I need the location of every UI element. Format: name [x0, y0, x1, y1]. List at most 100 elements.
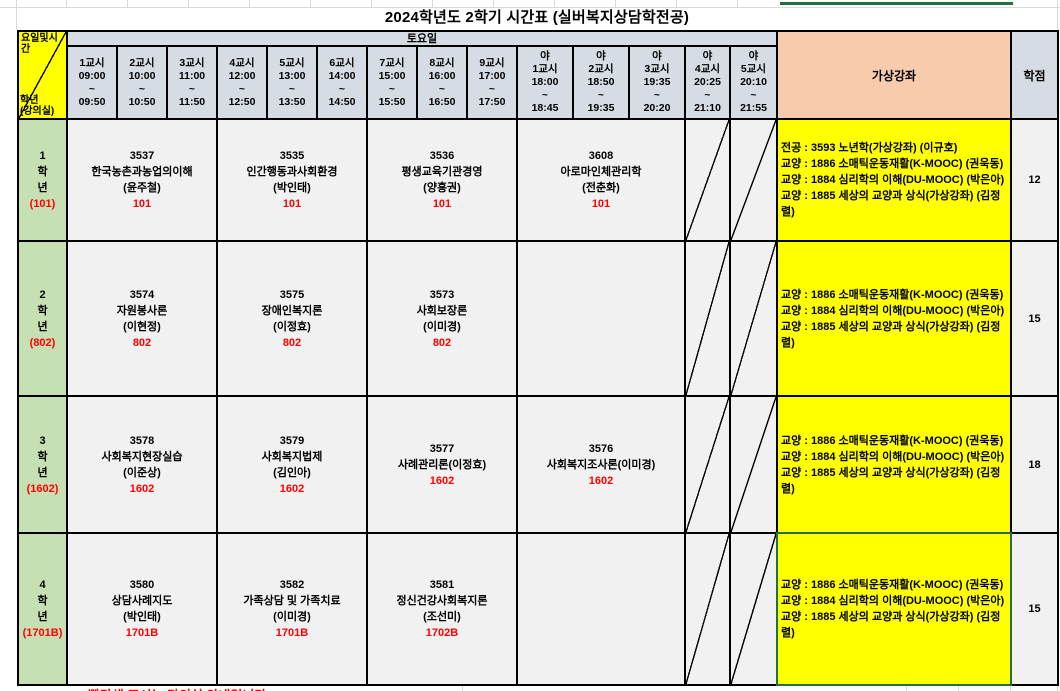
day-header-saturday[interactable]: 토요일 — [66, 30, 778, 47]
course-cell[interactable]: 3576 사회복지조사론(이미경) 1602 — [516, 395, 686, 534]
virtual-course-line: 교양 : 1886 소매틱운동재활(K-MOOC) (권욱동) — [781, 158, 1004, 170]
period-end: 18:45 — [531, 102, 559, 114]
course-code: 3537 — [129, 150, 155, 162]
course-title: 사회보장론 — [416, 304, 468, 317]
credits-cell[interactable]: 15 — [1010, 532, 1059, 686]
period-end: 13:50 — [278, 95, 306, 108]
virtual-courses-header[interactable]: 가상강좌 — [776, 30, 1012, 120]
course-cell[interactable]: 3608 아로마인체관리학 (전춘화) 101 — [516, 118, 686, 242]
period-name: 2교시 — [588, 63, 614, 75]
course-room: 101 — [282, 198, 302, 210]
period-header-4[interactable]: 4교시 12:00 ~ 12:50 — [216, 45, 268, 120]
course-title: 인간행동과사회환경 — [246, 166, 338, 178]
period-header-2[interactable]: 2교시 10:00 ~ 10:50 — [116, 45, 168, 120]
credits-header[interactable]: 학점 — [1010, 30, 1059, 120]
course-code: 3581 — [429, 579, 455, 591]
course-cell[interactable]: 3536 평생교육기관경영 (양흥권) 101 — [366, 118, 518, 242]
course-code: 3535 — [279, 150, 305, 162]
virtual-courses-cell[interactable]: 교양 : 1886 소매틱운동재활(K-MOOC) (권욱동) 교양 : 188… — [776, 395, 1012, 534]
credits-cell[interactable]: 15 — [1010, 240, 1059, 397]
grade-room: (1602) — [26, 482, 59, 495]
period-start: 17:00 — [478, 69, 506, 82]
course-room: 802 — [132, 336, 152, 349]
grade-cell-3[interactable]: 3 학 년 (1602) — [17, 395, 68, 534]
grade-word-1: 학 — [37, 450, 48, 463]
course-code: 3576 — [588, 442, 614, 455]
period-header-night-1[interactable]: 야 1교시 18:00 ~ 18:45 — [516, 45, 574, 120]
course-professor: (이정효) — [273, 320, 311, 333]
tilde: ~ — [288, 82, 296, 95]
virtual-course-line: 교양 : 1885 세상의 교양과 상식(가상강좌) (김정렬) — [781, 466, 1001, 495]
course-title: 한국농촌과농업의이해 — [91, 166, 193, 178]
course-code: 3578 — [129, 434, 155, 447]
slash-cell[interactable] — [684, 532, 731, 686]
slash-cell[interactable] — [684, 240, 731, 397]
tilde: ~ — [238, 82, 246, 95]
grade-cell-1[interactable]: 1 학 년 (101) — [17, 118, 68, 242]
period-name: 5교시 — [279, 56, 305, 69]
course-cell[interactable]: 3537 한국농촌과농업의이해 (윤주철) 101 — [66, 118, 218, 242]
virtual-courses-cell-selected[interactable]: 교양 : 1886 소매틱운동재활(K-MOOC) (권욱동) 교양 : 188… — [776, 532, 1012, 686]
period-header-1[interactable]: 1교시 09:00 ~ 09:50 — [66, 45, 118, 120]
period-end: 10:50 — [128, 95, 156, 108]
period-header-night-3[interactable]: 야 3교시 19:35 ~ 20:20 — [628, 45, 686, 120]
virtual-courses-cell[interactable]: 전공 : 3593 노년학(가상강좌) (이규호) 교양 : 1886 소매틱운… — [776, 118, 1012, 242]
slash-cell[interactable] — [684, 395, 731, 534]
credits-cell[interactable]: 18 — [1010, 395, 1059, 534]
period-header-night-5[interactable]: 야 5교시 20:10 ~ 21:55 — [729, 45, 778, 120]
gridline — [615, 0, 616, 7]
period-header-9[interactable]: 9교시 17:00 ~ 17:50 — [466, 45, 518, 120]
course-professor: (윤주철) — [123, 182, 161, 194]
course-cell[interactable]: 3575 장애인복지론 (이정효) 802 — [216, 240, 368, 397]
slash-cell[interactable] — [729, 240, 778, 397]
period-header-night-4[interactable]: 야 4교시 20:25 ~ 21:10 — [684, 45, 731, 120]
slash-cell[interactable] — [684, 118, 731, 242]
course-cell[interactable]: 3573 사회보장론 (이미경) 802 — [366, 240, 518, 397]
grade-cell-4[interactable]: 4 학 년 (1701B) — [17, 532, 68, 686]
course-cell[interactable]: 3579 사회복지법제 (김인아) 1602 — [216, 395, 368, 534]
course-title: 아로마인체관리학 — [560, 166, 642, 178]
course-professor: (이준상) — [123, 466, 161, 479]
course-cell[interactable]: 3577 사례관리론(이정효) 1602 — [366, 395, 518, 534]
grade-word-2: 년 — [37, 182, 48, 194]
night-prefix: 야 — [652, 50, 662, 62]
grade-room: (101) — [29, 198, 56, 210]
period-header-8[interactable]: 8교시 16:00 ~ 16:50 — [416, 45, 468, 120]
course-cell[interactable]: 3580 상담사례지도 (박인태) 1701B — [66, 532, 218, 686]
corner-cell[interactable]: 요일및시간 학년 (강의실) — [17, 30, 68, 120]
grade-room: (802) — [29, 336, 56, 349]
tilde: ~ — [138, 82, 146, 95]
gridline — [493, 0, 494, 7]
course-cell[interactable]: 3581 정신건강사회복지론 (조선미) 1702B — [366, 532, 518, 686]
period-name: 6교시 — [329, 56, 355, 69]
period-header-6[interactable]: 6교시 14:00 ~ 14:50 — [316, 45, 368, 120]
course-cell[interactable]: 3574 자원봉사론 (이현정) 802 — [66, 240, 218, 397]
empty-cell[interactable] — [516, 532, 686, 686]
period-header-3[interactable]: 3교시 11:00 ~ 11:50 — [166, 45, 218, 120]
slash-cell[interactable] — [729, 118, 778, 242]
course-code: 3608 — [588, 150, 614, 162]
course-room: 802 — [432, 336, 452, 349]
period-header-7[interactable]: 7교시 15:00 ~ 15:50 — [366, 45, 418, 120]
grade-cell-2[interactable]: 2 학 년 (802) — [17, 240, 68, 397]
tilde: ~ — [541, 89, 549, 101]
slash-cell[interactable] — [729, 395, 778, 534]
period-start: 20:25 — [694, 76, 721, 88]
course-cell[interactable]: 3582 가족상담 및 가족치료 (이미경) 1701B — [216, 532, 368, 686]
period-header-5[interactable]: 5교시 13:00 ~ 13:50 — [266, 45, 318, 120]
credits-value: 18 — [1028, 458, 1041, 471]
period-header-night-2[interactable]: 야 2교시 18:50 ~ 19:35 — [572, 45, 630, 120]
empty-cell[interactable] — [516, 240, 686, 397]
course-cell[interactable]: 3578 사회복지현장실습 (이준상) 1602 — [66, 395, 218, 534]
credits-value: 12 — [1028, 174, 1041, 186]
virtual-courses-cell[interactable]: 교양 : 1886 소매틱운동재활(K-MOOC) (권욱동) 교양 : 188… — [776, 240, 1012, 397]
slash-cell[interactable] — [729, 532, 778, 686]
virtual-course-line: 교양 : 1884 심리학의 이해(DU-MOOC) (박은아) — [781, 595, 1005, 607]
credits-cell[interactable]: 12 — [1010, 118, 1059, 242]
course-code: 3573 — [429, 288, 455, 301]
course-code: 3536 — [429, 150, 455, 162]
course-professor: (박인태) — [273, 182, 311, 194]
course-cell[interactable]: 3535 인간행동과사회환경 (박인태) 101 — [216, 118, 368, 242]
course-title: 자원봉사론 — [116, 304, 168, 317]
corner-days-label: 요일및시간 — [21, 33, 58, 55]
